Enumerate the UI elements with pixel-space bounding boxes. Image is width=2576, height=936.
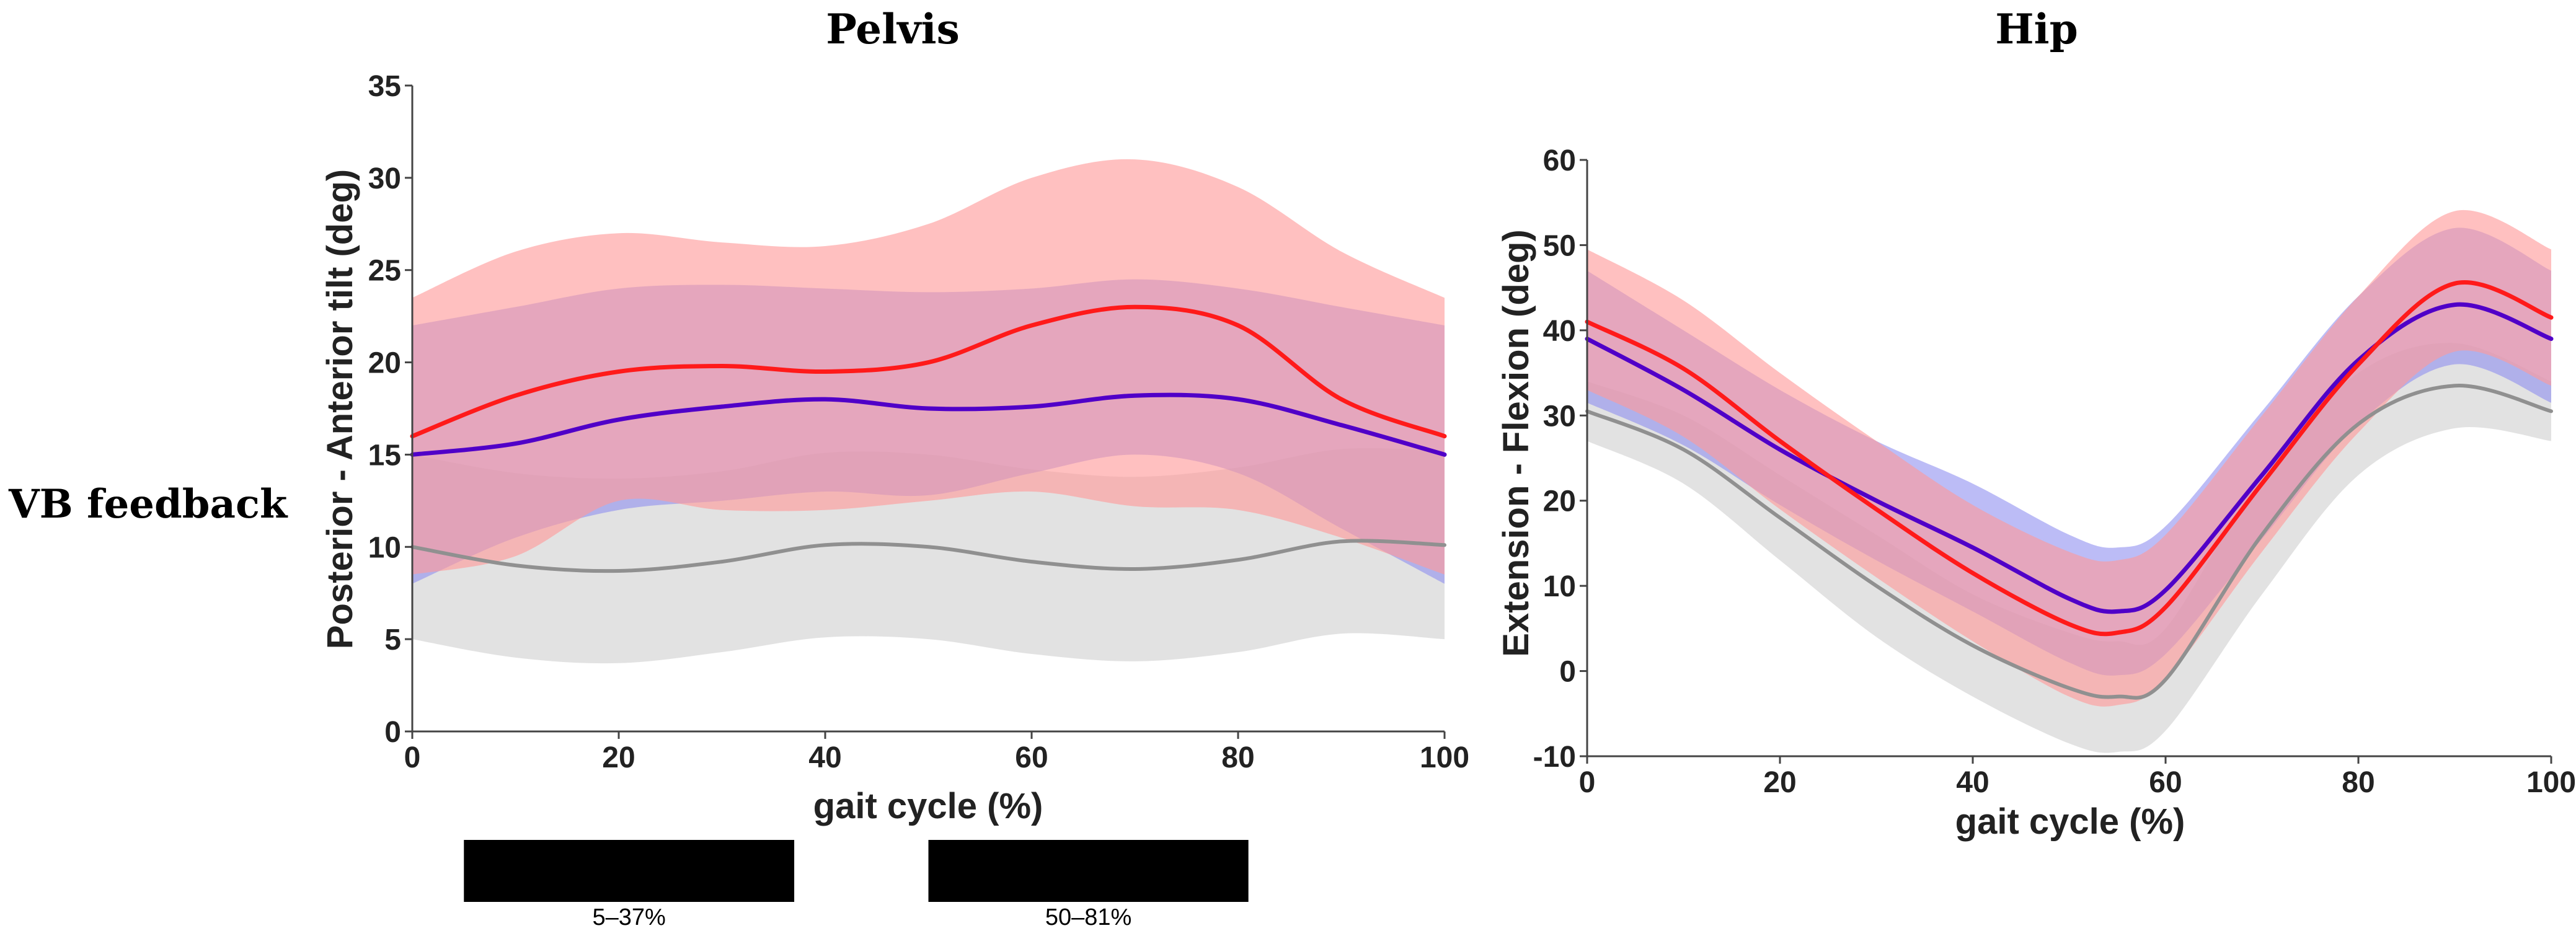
hip-y-tick-label: 20 (1543, 485, 1576, 518)
pelvis-x-tick-label: 60 (1015, 741, 1048, 774)
hip-line-red (1585, 280, 2554, 637)
hip-y-tick-label: 30 (1543, 400, 1576, 433)
pelvis-y-tick-label: 25 (368, 255, 401, 288)
row-label: VB feedback (8, 481, 288, 528)
pelvis-y-tick-label: 15 (368, 439, 401, 472)
pelvis-significance-label: 50–81% (1045, 904, 1131, 930)
hip-band-red (1587, 210, 2551, 707)
hip-y-tick-label: 50 (1543, 229, 1576, 262)
hip-y-tick-label: 10 (1543, 570, 1576, 603)
hip-x-tick-label: 20 (1763, 766, 1796, 799)
pelvis-significance-bar (464, 840, 795, 902)
hip-x-axis-label: gait cycle (%) (1955, 801, 2185, 842)
hip-y-tick-label: -10 (1533, 741, 1576, 774)
hip-line-gray (1585, 384, 2553, 700)
pelvis-significance-label: 5–37% (592, 904, 665, 930)
hip-y-tick-label: 0 (1559, 656, 1576, 689)
hip-x-tick-label: 60 (2149, 766, 2182, 799)
pelvis-y-axis-label: Posterior - Anterior tilt (deg) (320, 169, 360, 649)
hip-x-tick-label: 40 (1956, 766, 1989, 799)
pelvis-bands (412, 159, 1445, 664)
pelvis-y-tick-label: 10 (368, 531, 401, 564)
pelvis-x-tick-label: 80 (1221, 741, 1254, 774)
pelvis-chart: Pelvis 0 20 40 60 80 100 0 5 10 15 20 25 30 35 gait c… (320, 5, 1469, 930)
hip-y-tick-label: 60 (1543, 144, 1576, 177)
hip-title: Hip (1995, 5, 2078, 53)
pelvis-x-tick-label: 40 (808, 741, 841, 774)
pelvis-x-tick-label: 20 (602, 741, 635, 774)
pelvis-x-axis-label: gait cycle (%) (813, 786, 1043, 826)
hip-x-tick-label: 0 (1579, 766, 1596, 799)
pelvis-y-tick-label: 20 (368, 347, 401, 380)
pelvis-y-tick-label: 35 (368, 70, 401, 103)
pelvis-ticks: 0 20 40 60 80 100 0 5 10 15 20 25 30 35 (368, 70, 1469, 774)
pelvis-lines (410, 304, 1447, 573)
hip-x-tick-label: 100 (2526, 766, 2576, 799)
pelvis-line-gray (410, 539, 1446, 573)
pelvis-significance-bar (928, 840, 1249, 902)
pelvis-y-tick-label: 5 (384, 624, 401, 656)
pelvis-title: Pelvis (826, 5, 960, 53)
hip-y-axis-label: Extension - Flexion (deg) (1496, 229, 1536, 657)
pelvis-x-tick-label: 0 (404, 741, 421, 774)
hip-y-tick-label: 40 (1543, 315, 1576, 348)
pelvis-line-blue (410, 392, 1447, 457)
pelvis-x-tick-label: 100 (1420, 741, 1469, 774)
pelvis-y-tick-label: 30 (368, 162, 401, 195)
hip-lines (1585, 280, 2554, 700)
pelvis-line-red (410, 304, 1447, 439)
hip-axes (1586, 160, 2551, 757)
pelvis-axes (411, 86, 1445, 733)
hip-x-tick-label: 80 (2342, 766, 2375, 799)
pelvis-band-red (412, 159, 1445, 575)
pelvis-y-tick-label: 0 (384, 716, 401, 749)
pelvis-significance: 5–37% 50–81% (464, 840, 1249, 930)
